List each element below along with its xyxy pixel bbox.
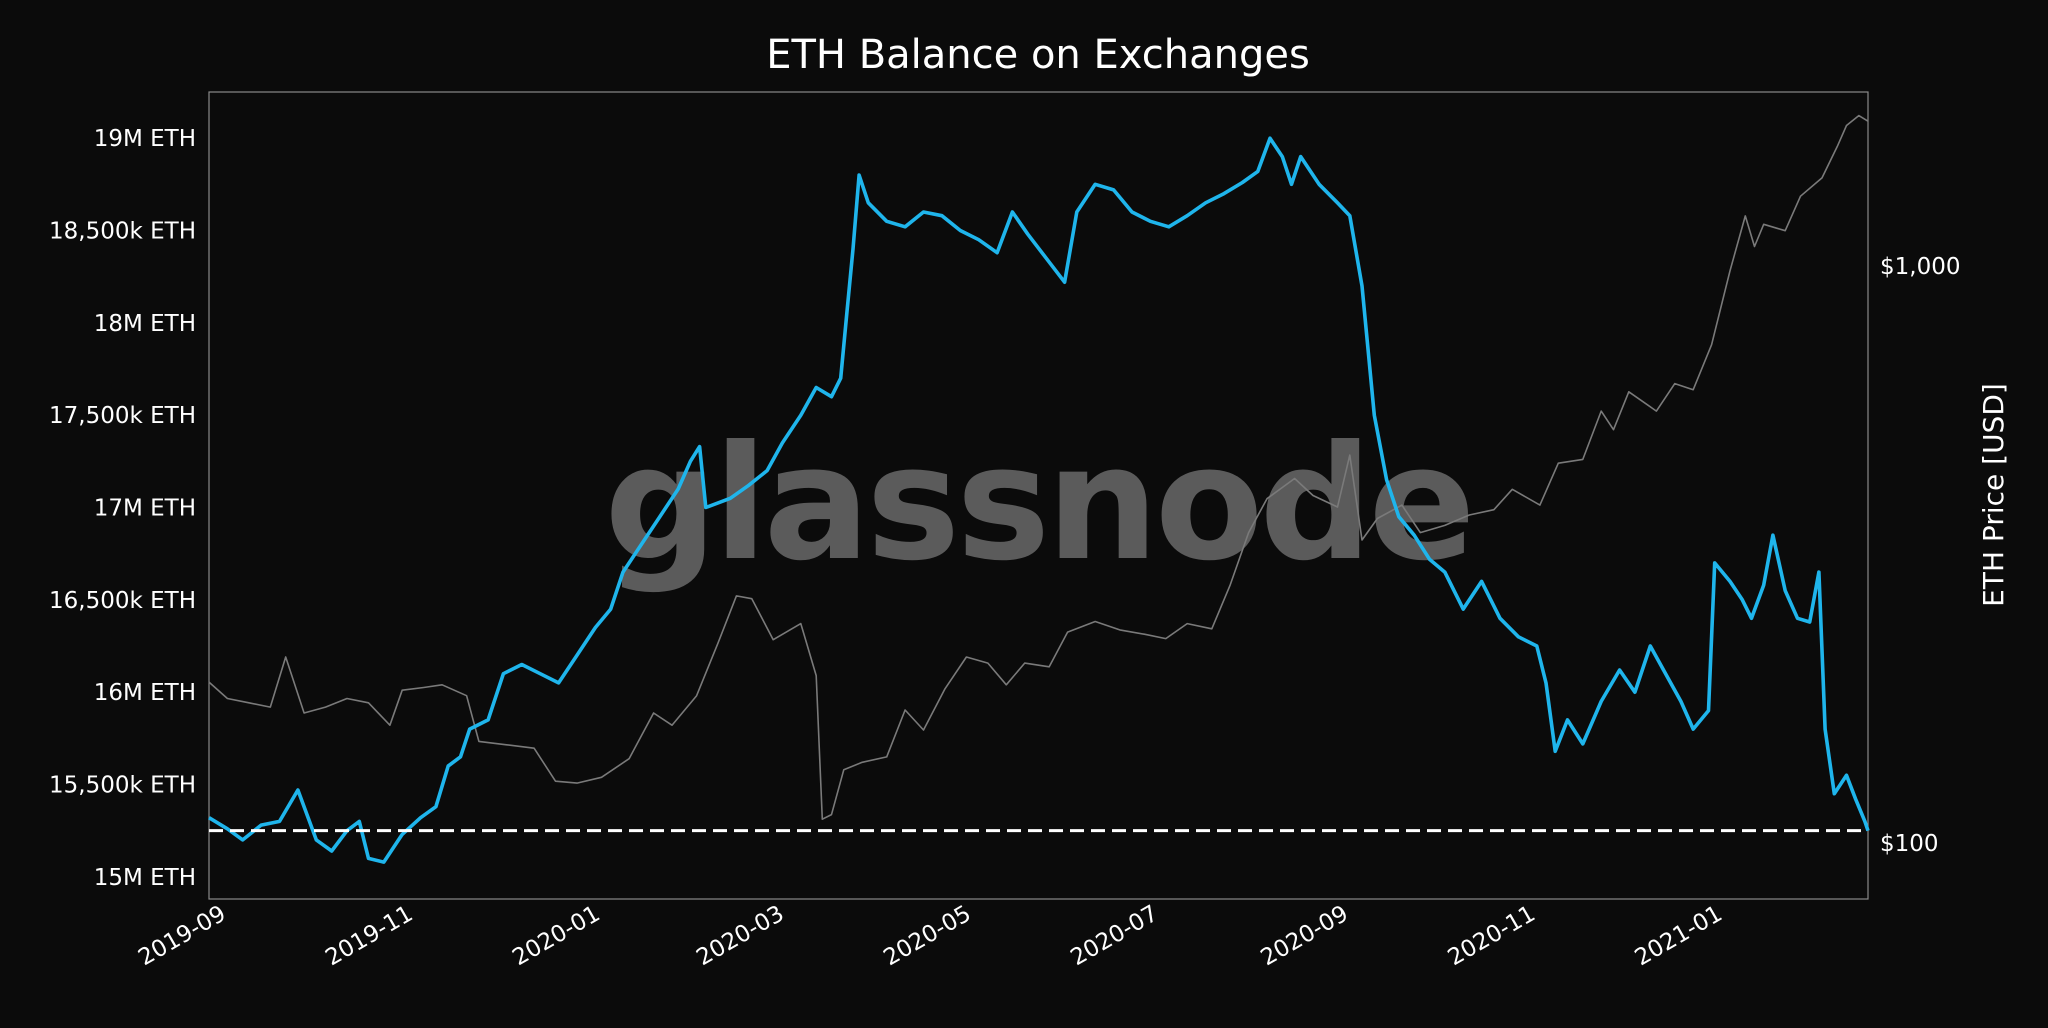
- left-axis-tick-label: 16,500k ETH: [49, 588, 196, 614]
- right-axis-tick-label: $1,000: [1880, 254, 1960, 280]
- eth-price-line: [208, 114, 1869, 821]
- watermark-logo: glassnode: [604, 412, 1471, 596]
- left-axis-tick-label: 15,500k ETH: [49, 773, 196, 799]
- left-axis-ticks: 15M ETH 15,500k ETH 16M ETH 16,500k ETH 17M …: [49, 126, 196, 891]
- right-axis-tick-label: $100: [1880, 831, 1939, 857]
- left-axis-tick-label: 19M ETH: [94, 126, 196, 152]
- left-axis-tick-label: 15M ETH: [94, 865, 196, 891]
- left-axis-tick-label: 17,500k ETH: [49, 403, 196, 429]
- right-axis-ticks: $100 $1,000: [1880, 254, 1960, 857]
- chart-title: ETH Balance on Exchanges: [766, 32, 1310, 78]
- left-axis-tick-label: 18M ETH: [94, 311, 196, 337]
- eth-balance-line: [208, 136, 1870, 864]
- price-series-layer: [208, 114, 1869, 821]
- plot-frame: [208, 91, 1869, 900]
- balance-series-layer: [208, 136, 1870, 864]
- left-axis-tick-label: 18,500k ETH: [49, 219, 196, 245]
- right-axis-label: ETH Price [USD]: [1977, 383, 2010, 607]
- left-axis-tick-label: 16M ETH: [94, 680, 196, 706]
- left-axis-tick-label: 17M ETH: [94, 496, 196, 522]
